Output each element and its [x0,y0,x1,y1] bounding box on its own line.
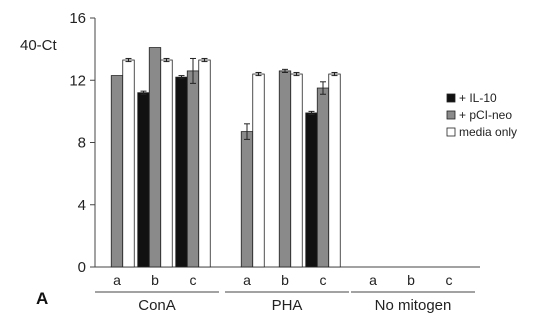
bar [160,59,173,268]
legend: + IL-10 + pCI-neo media only [446,91,517,139]
bar [328,73,341,268]
bar [290,73,303,268]
x-subcategory-label: c [320,272,327,288]
x-subcategory-label: c [190,272,197,288]
x-group-label: No mitogen [375,297,452,314]
bar [316,87,330,268]
bar [278,70,292,268]
x-subcategory-label: a [369,272,377,288]
legend-swatch [446,93,456,103]
panel-label: A [36,289,48,308]
bar [110,75,124,268]
x-subcategory-label: b [151,272,159,288]
x-group-label: ConA [138,297,176,314]
legend-entry: + IL-10 [459,91,497,105]
bar [198,59,211,268]
x-subcategory-label: a [243,272,251,288]
axes: 0 4 8 12 16 a b c ConA a b c PHA a b c No mitogen [69,10,480,314]
legend-swatch [446,110,456,120]
y-tick-label: 0 [78,259,86,276]
x-subcategory-label: c [446,272,453,288]
bar [148,47,162,268]
y-tick-label: 16 [69,10,86,27]
y-tick-label: 12 [69,72,86,89]
bar [175,76,188,268]
y-tick-label: 8 [78,135,86,152]
x-group-label: PHA [272,297,303,314]
legend-swatch [446,127,456,137]
bar [122,59,135,268]
y-axis-label: 40-Ct [20,37,58,54]
bar [186,70,200,268]
x-subcategory-label: b [407,272,415,288]
legend-entry: + pCI-neo [459,108,512,122]
bar [252,73,265,268]
bar [137,92,150,268]
bar [305,112,318,268]
error-bars [125,57,338,140]
legend-entry: media only [459,125,517,139]
x-subcategory-label: b [281,272,289,288]
x-subcategory-label: a [113,272,121,288]
y-tick-label: 4 [78,197,86,214]
bars [110,47,341,268]
bar [240,131,254,268]
